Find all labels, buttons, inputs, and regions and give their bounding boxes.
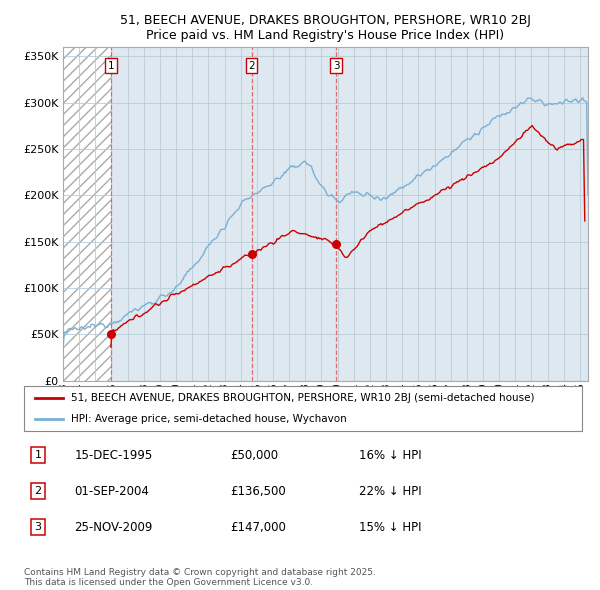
Point [247, 250, 256, 259]
Text: 3: 3 [332, 61, 340, 71]
Text: 2: 2 [34, 486, 41, 496]
Text: Contains HM Land Registry data © Crown copyright and database right 2025.
This d: Contains HM Land Registry data © Crown c… [24, 568, 376, 587]
Text: 15% ↓ HPI: 15% ↓ HPI [359, 521, 421, 534]
Text: 1: 1 [34, 450, 41, 460]
FancyBboxPatch shape [24, 386, 582, 431]
Title: 51, BEECH AVENUE, DRAKES BROUGHTON, PERSHORE, WR10 2BJ
Price paid vs. HM Land Re: 51, BEECH AVENUE, DRAKES BROUGHTON, PERS… [120, 14, 531, 42]
Point [331, 240, 341, 249]
Text: 25-NOV-2009: 25-NOV-2009 [74, 521, 152, 534]
Text: 2: 2 [248, 61, 255, 71]
Text: 3: 3 [34, 522, 41, 532]
Text: £147,000: £147,000 [230, 521, 286, 534]
Text: 01-SEP-2004: 01-SEP-2004 [74, 484, 149, 498]
Text: 1: 1 [107, 61, 114, 71]
Text: 15-DEC-1995: 15-DEC-1995 [74, 448, 152, 461]
Text: 16% ↓ HPI: 16% ↓ HPI [359, 448, 421, 461]
Text: £50,000: £50,000 [230, 448, 278, 461]
Point [106, 330, 116, 339]
Text: 51, BEECH AVENUE, DRAKES BROUGHTON, PERSHORE, WR10 2BJ (semi-detached house): 51, BEECH AVENUE, DRAKES BROUGHTON, PERS… [71, 394, 535, 404]
Text: £136,500: £136,500 [230, 484, 286, 498]
Text: 22% ↓ HPI: 22% ↓ HPI [359, 484, 421, 498]
Text: HPI: Average price, semi-detached house, Wychavon: HPI: Average price, semi-detached house,… [71, 414, 347, 424]
